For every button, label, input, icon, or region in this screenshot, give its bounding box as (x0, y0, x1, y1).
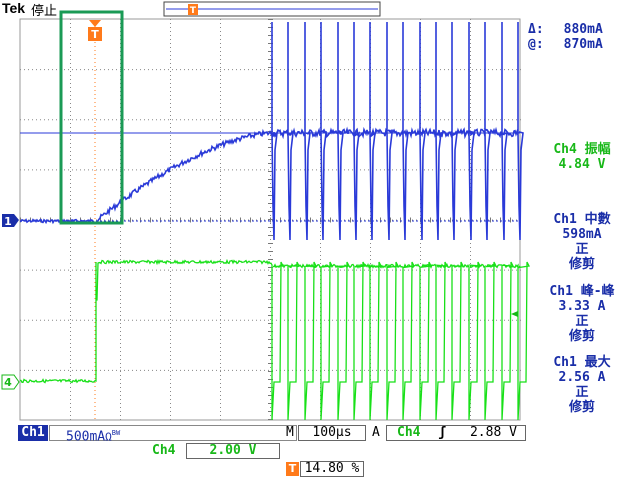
timebase-value[interactable]: 100µs (298, 425, 366, 441)
measurement-ch4-amplitude[interactable]: Ch4 振幅 4.84 V (528, 142, 636, 172)
ch1-ground-marker-text: 1 (4, 215, 12, 228)
bandwidth-limit-icon: BW (111, 429, 121, 437)
trigger-position-marker-box (88, 27, 102, 41)
measurement-note: 正 (575, 385, 589, 400)
run-state: 停止 (31, 4, 58, 19)
ch4-scale[interactable]: 2.00 V (186, 443, 280, 459)
measurement-value: 2.56 A (558, 370, 606, 385)
measurement-ch1-mean[interactable]: Ch1 中數 598mA 正 修剪 (528, 212, 636, 272)
measurement-note: 修剪 (568, 329, 595, 344)
brand-logo: Tek (2, 0, 26, 16)
ohm-icon: Ω (105, 430, 112, 444)
measurement-label: Ch4 振幅 (553, 142, 611, 157)
measurement-value: 3.33 A (558, 299, 606, 314)
ch4-ground-marker-text: 4 (4, 376, 12, 389)
ch4-waveform (19, 258, 530, 421)
ch4-label[interactable]: Ch4 (152, 443, 176, 458)
measurement-label: Ch1 中數 (553, 212, 611, 227)
measurement-ch1-peak-to-peak[interactable]: Ch1 峰-峰 3.33 A 正 修剪 (528, 284, 636, 344)
ch4-ground-marker[interactable] (1, 374, 20, 390)
trigger-level: 2.88 V (469, 425, 517, 440)
timebase-label: M (286, 425, 294, 440)
measurement-note: 正 (575, 314, 589, 329)
cursor-at-value: 870mA (563, 37, 603, 52)
measurement-label: Ch1 最大 (553, 355, 611, 370)
measurement-value: 598mA (562, 227, 602, 242)
graticule-grid (20, 19, 521, 420)
trigger-source: Ch4 (397, 425, 421, 440)
cursor-at-label: @: (528, 37, 544, 52)
measurement-note: 修剪 (568, 400, 595, 415)
ch1-waveform (19, 22, 524, 241)
trigger-mode: A (372, 425, 380, 440)
trigger-position-arrow-icon (89, 20, 101, 27)
record-view-trigger-text: T (190, 6, 197, 16)
ch1-ground-marker[interactable] (2, 214, 19, 227)
trigger-level-marker-icon (511, 311, 518, 317)
ch1-label[interactable]: Ch1 (18, 425, 48, 441)
measurement-label: Ch1 峰-峰 (549, 284, 615, 299)
trigger-position-marker-text: T (91, 28, 99, 41)
measurement-note: 正 (575, 242, 589, 257)
rising-edge-icon: ʃ (438, 425, 447, 440)
highlight-rectangle (59, 10, 124, 225)
ch1-scale-value: 500mA (66, 429, 106, 445)
measurement-note: 修剪 (568, 257, 595, 272)
trigger-position-marker: T (286, 462, 299, 476)
trigger-position[interactable]: 14.80 % (300, 461, 364, 477)
ch1-scale-box[interactable]: 500mAΩBW (49, 425, 297, 445)
measurement-ch1-max[interactable]: Ch1 最大 2.56 A 正 修剪 (528, 355, 636, 415)
waveform-record-view-box (163, 1, 381, 17)
cursor-delta-label: Δ: (528, 22, 544, 37)
measurement-value: 4.84 V (558, 157, 606, 172)
cursor-delta-value: 880mA (563, 22, 603, 37)
record-view-trigger-marker (188, 4, 198, 15)
trigger-settings-box[interactable]: Ch4 ʃ 2.88 V (386, 425, 526, 441)
cursor-readout: Δ: 880mA @: 870mA (528, 22, 638, 52)
